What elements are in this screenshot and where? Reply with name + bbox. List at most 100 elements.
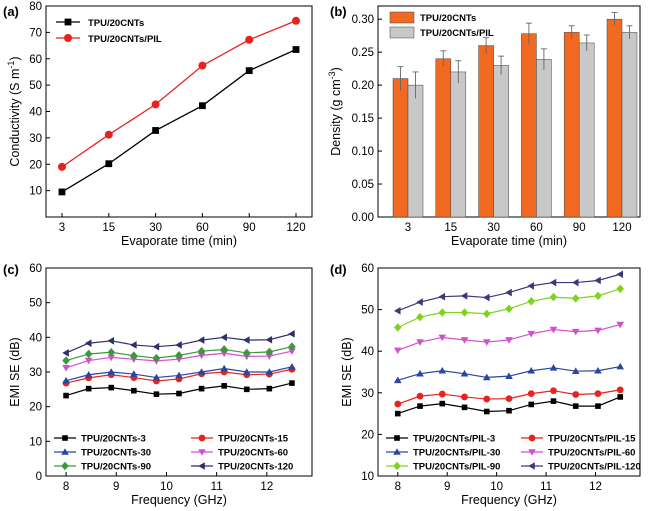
data-point: [152, 127, 159, 134]
bar: [435, 58, 452, 218]
legend-label: TPU/20CNTs-15: [218, 434, 289, 445]
data-point: [393, 323, 402, 332]
data-point: [220, 333, 227, 342]
data-point: [527, 366, 536, 374]
bar: [621, 32, 638, 218]
data-point: [175, 356, 183, 363]
panel-b-density-chart: (b) 0.00 0.05 0.10 0.15 0.20 0.25 0.30 Density (…: [327, 4, 641, 248]
data-point: [84, 357, 93, 365]
y-tick-label: 10: [361, 471, 374, 483]
data-point: [393, 376, 402, 384]
legend-marker: [528, 462, 535, 470]
data-point: [62, 365, 70, 372]
data-point: [245, 35, 254, 44]
y-axis-title: EMI SE (dB): [8, 337, 22, 406]
y-tick-label: 50: [29, 80, 42, 92]
data-point: [220, 345, 228, 354]
data-point: [221, 383, 227, 389]
data-point: [616, 270, 624, 279]
x-tick-label: 120: [286, 222, 305, 234]
x-tick-label: 10: [490, 481, 503, 493]
data-point: [62, 349, 69, 357]
data-point: [394, 400, 402, 408]
data-point: [482, 309, 491, 319]
y-tick-label: 0.30: [352, 14, 374, 26]
legend-marker: [528, 434, 536, 442]
data-point: [108, 384, 115, 391]
data-point: [528, 401, 535, 408]
y-tick-label: 50: [29, 298, 42, 310]
data-point: [176, 390, 182, 397]
y-tick-label: 40: [29, 107, 42, 119]
data-point: [243, 386, 250, 393]
bar: [521, 33, 537, 218]
data-point: [461, 393, 468, 401]
data-point: [130, 351, 138, 361]
data-point: [505, 304, 513, 314]
data-point: [84, 349, 93, 359]
data-point: [616, 386, 624, 394]
y-axis-title-suffix: ): [329, 67, 343, 71]
bar: [536, 59, 552, 218]
legend-swatch: [389, 26, 415, 39]
data-point: [288, 330, 295, 338]
data-point: [549, 364, 558, 371]
data-point: [220, 364, 228, 372]
x-tick-label: 8: [395, 481, 401, 493]
data-point: [84, 339, 92, 348]
data-point: [416, 392, 424, 400]
y-axis-title: EMI SE (dB): [340, 337, 354, 406]
legend-label: TPU/20CNTs/PIL: [420, 28, 494, 39]
bar: [563, 32, 580, 218]
data-point: [242, 348, 251, 358]
data-point: [198, 385, 205, 392]
data-point: [527, 330, 536, 338]
data-point: [527, 390, 535, 398]
data-point: [438, 308, 447, 317]
legend-label: TPU/20CNTs: [88, 18, 144, 29]
panel-c-emi-se-chart: (c) 0 10 20 30 40 50 60 EMI SE (dB) 8 9 10 11 12 Frequ…: [3, 262, 313, 507]
legend-label: TPU/20CNTs/PIL-120: [548, 462, 641, 473]
data-point: [265, 335, 273, 344]
data-point: [505, 288, 512, 297]
legend-label: TPU/20CNTs-60: [218, 448, 288, 459]
data-point: [175, 351, 183, 360]
legend-marker: [61, 448, 69, 455]
y-tick-label: 20: [29, 402, 42, 414]
y-tick-label: 20: [29, 159, 42, 171]
data-point: [416, 312, 424, 322]
x-tick-label: 60: [530, 222, 543, 234]
data-point: [506, 407, 512, 414]
x-axis-title: Evaporate time (min): [121, 234, 237, 248]
y-tick-label: 10: [29, 186, 42, 198]
legend-marker: [64, 34, 72, 42]
data-point: [84, 370, 93, 378]
panel-label: (a): [3, 4, 19, 19]
data-point: [105, 160, 113, 168]
x-tick-label: 90: [573, 222, 586, 234]
y-tick-label: 60: [29, 263, 42, 275]
data-point: [483, 395, 491, 403]
data-point: [550, 387, 557, 395]
y-axis-title-suffix: ): [8, 56, 22, 60]
data-point: [394, 410, 401, 417]
data-point: [62, 376, 70, 384]
bar: [578, 42, 595, 218]
y-tick-label: 20: [361, 429, 374, 441]
legend-label: TPU/20CNTs-30: [81, 448, 151, 459]
bar: [478, 45, 494, 218]
y-tick-label: 40: [29, 332, 42, 344]
legend-label: TPU/20CNTs: [420, 13, 476, 24]
y-tick-label: 0.05: [352, 179, 374, 191]
legend-marker: [393, 448, 401, 455]
data-point: [107, 347, 116, 357]
y-tick-label: 0: [36, 471, 42, 483]
y-tick-label: 60: [29, 54, 42, 66]
legend-marker: [393, 461, 401, 471]
data-point: [460, 337, 469, 344]
x-tick-label: 120: [612, 222, 631, 234]
data-point: [289, 380, 295, 386]
data-point: [594, 276, 601, 285]
data-point: [288, 363, 296, 370]
y-tick-label: 30: [29, 133, 42, 145]
